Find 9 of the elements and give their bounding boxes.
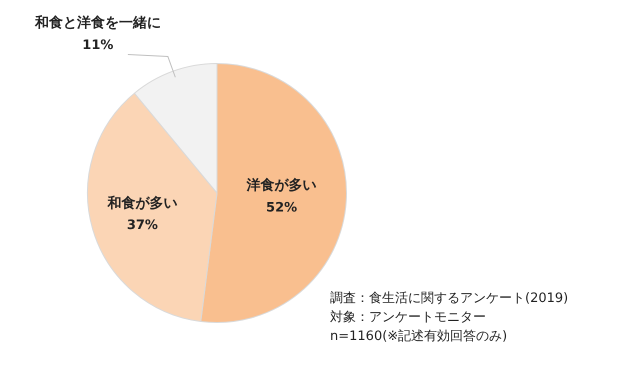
slice-label: 和食と洋食を一緒に: [34, 15, 161, 32]
text: 調査：食生活に関するアンケート(2019): [330, 290, 568, 308]
data-label: 11%: [82, 38, 114, 53]
data-label: 37%: [126, 218, 158, 234]
text: n=1160(※記述有効回答のみ): [330, 328, 508, 346]
data-label: 52%: [266, 200, 298, 216]
slice-label: 和食が多い: [106, 195, 178, 212]
text: 対象：アンケートモニター: [330, 309, 487, 327]
slice-label: 洋食が多い: [246, 178, 317, 194]
